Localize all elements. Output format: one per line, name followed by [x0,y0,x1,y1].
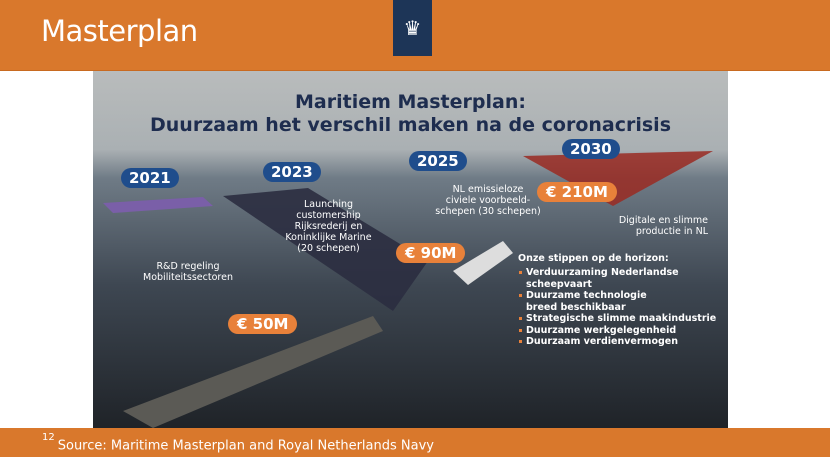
sea-background [93,71,728,428]
amount-50m: € 50M [228,314,298,334]
slide-header: Masterplan ♛ [0,0,830,71]
page-number: 12 [42,432,55,443]
label-digital: Digitale en slimme productie in NL [618,215,708,237]
patrol-ship [453,241,513,285]
slide-footer: 12Source: Maritime Masterplan and Royal … [0,428,830,457]
horizon-item: Duurzame werkgelegenheid [518,325,716,337]
infographic-subtitle: Duurzaam het verschil maken na de corona… [150,114,671,136]
source-note: 12Source: Maritime Masterplan and Royal … [42,432,434,454]
amount-210m: € 210M [537,182,617,202]
year-2021: 2021 [121,168,179,188]
horizon-title: Onze stippen op de horizon: [518,253,669,264]
masterplan-infographic: Maritiem Masterplan: Duurzaam het versch… [93,71,728,428]
coat-of-arms-logo: ♛ [393,0,432,56]
horizon-list: Verduurzaming Nederlandse scheepvaart Du… [518,267,716,348]
amount-90m: € 90M [396,243,466,263]
horizon-item: Strategische slimme maakindustrie [518,313,716,325]
label-nl: NL emissieloze civiele voorbeeld-schepen … [435,184,541,217]
horizon-item: Verduurzaming Nederlandse scheepvaart [518,267,686,290]
phase-2023-area [223,188,428,311]
phase-2030-area [523,151,713,206]
year-2030: 2030 [562,139,620,159]
year-2025: 2025 [409,151,467,171]
infographic-title: Maritiem Masterplan: [295,91,526,113]
source-text: Source: Maritime Masterplan and Royal Ne… [57,438,434,454]
label-rd: R&D regeling Mobiliteitssectoren [143,261,233,283]
slide-title: Masterplan [41,14,198,48]
horizon-item: Duurzame technologie breed beschikbaar [518,290,676,313]
label-launch: Launching customership Rijksrederij en Koni… [285,199,372,254]
cargo-ship [103,197,213,213]
year-2023: 2023 [263,162,321,182]
horizon-item: Duurzaam verdienvermogen [518,336,716,348]
ship-deck [123,316,383,428]
